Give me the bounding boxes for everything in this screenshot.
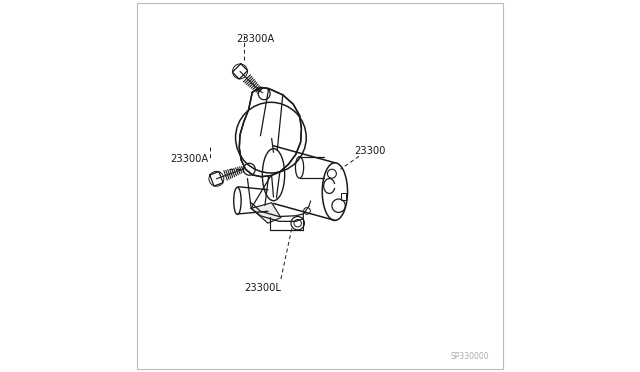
Text: 23300: 23300 [355, 146, 386, 155]
Polygon shape [251, 203, 281, 223]
Text: 23300A: 23300A [236, 34, 274, 44]
Text: SP330000: SP330000 [451, 352, 489, 361]
Polygon shape [210, 171, 223, 186]
Polygon shape [232, 64, 248, 79]
Text: 23300L: 23300L [244, 283, 281, 293]
Text: 23300A: 23300A [170, 154, 208, 164]
